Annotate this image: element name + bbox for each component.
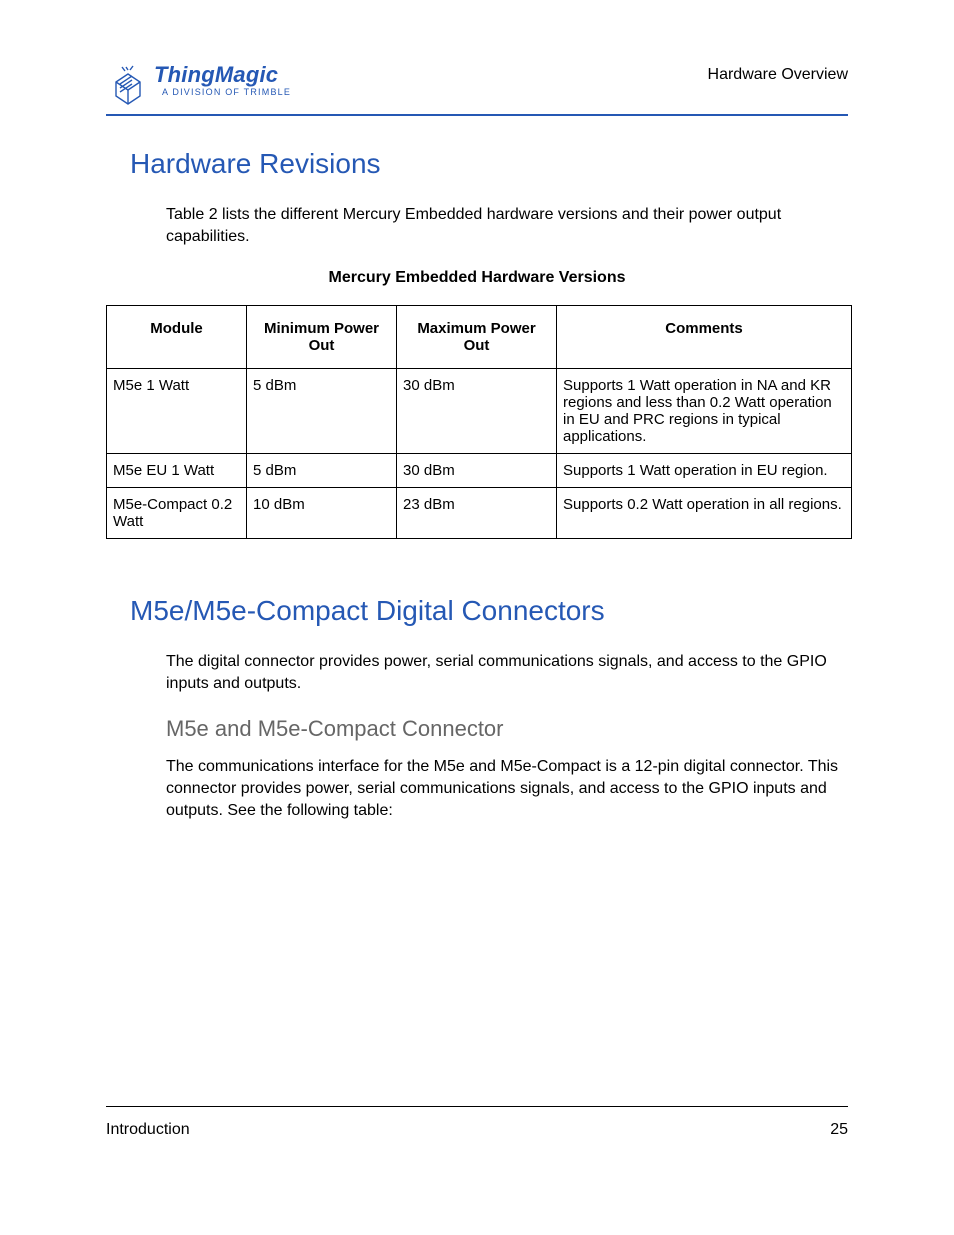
table-header-row: Module Minimum Power Out Maximum Power O…	[107, 306, 852, 369]
cell-comments: Supports 1 Watt operation in NA and KR r…	[557, 369, 852, 454]
logo-text: ThingMagic A DIVISION OF TRIMBLE	[154, 64, 291, 97]
col-comments: Comments	[557, 306, 852, 369]
page-footer: Introduction 25	[106, 1106, 848, 1139]
col-max-power: Maximum Power Out	[397, 306, 557, 369]
header-section-label: Hardware Overview	[708, 64, 848, 84]
footer-chapter: Introduction	[106, 1121, 190, 1139]
paragraph-m5e-connector-body: The communications interface for the M5e…	[166, 756, 848, 821]
cell-comments: Supports 1 Watt operation in EU region.	[557, 454, 852, 488]
table-caption: Mercury Embedded Hardware Versions	[106, 269, 848, 287]
paragraph-hw-intro: Table 2 lists the different Mercury Embe…	[166, 204, 848, 247]
cell-module: M5e EU 1 Watt	[107, 454, 247, 488]
heading-digital-connectors: M5e/M5e-Compact Digital Connectors	[130, 595, 848, 627]
cell-max: 23 dBm	[397, 488, 557, 539]
cell-min: 10 dBm	[247, 488, 397, 539]
logo-cube-icon	[106, 64, 150, 108]
table-row: M5e EU 1 Watt 5 dBm 30 dBm Supports 1 Wa…	[107, 454, 852, 488]
cell-module: M5e-Compact 0.2 Watt	[107, 488, 247, 539]
logo-main-text: ThingMagic	[154, 64, 291, 86]
cell-min: 5 dBm	[247, 454, 397, 488]
logo: ThingMagic A DIVISION OF TRIMBLE	[106, 64, 291, 108]
page-root: ThingMagic A DIVISION OF TRIMBLE Hardwar…	[0, 0, 954, 1235]
logo-sub-text: A DIVISION OF TRIMBLE	[162, 88, 291, 97]
table-row: M5e-Compact 0.2 Watt 10 dBm 23 dBm Suppo…	[107, 488, 852, 539]
page-header: ThingMagic A DIVISION OF TRIMBLE Hardwar…	[106, 64, 848, 116]
cell-comments: Supports 0.2 Watt operation in all regio…	[557, 488, 852, 539]
cell-max: 30 dBm	[397, 369, 557, 454]
col-module: Module	[107, 306, 247, 369]
cell-module: M5e 1 Watt	[107, 369, 247, 454]
table-row: M5e 1 Watt 5 dBm 30 dBm Supports 1 Watt …	[107, 369, 852, 454]
paragraph-connectors-intro: The digital connector provides power, se…	[166, 651, 848, 694]
hardware-versions-table: Module Minimum Power Out Maximum Power O…	[106, 305, 852, 539]
footer-page-number: 25	[830, 1121, 848, 1139]
cell-min: 5 dBm	[247, 369, 397, 454]
subheading-m5e-connector: M5e and M5e-Compact Connector	[166, 716, 848, 742]
heading-hardware-revisions: Hardware Revisions	[130, 148, 848, 180]
cell-max: 30 dBm	[397, 454, 557, 488]
col-min-power: Minimum Power Out	[247, 306, 397, 369]
